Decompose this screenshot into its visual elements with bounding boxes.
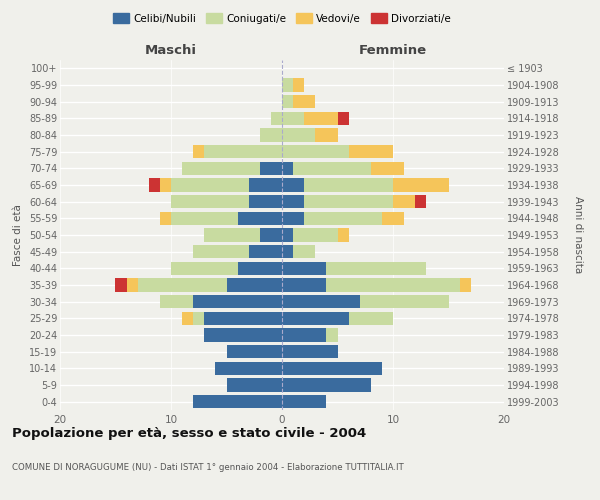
- Bar: [171, 262, 238, 275]
- Bar: [282, 195, 304, 208]
- Bar: [316, 128, 337, 141]
- Bar: [182, 162, 260, 175]
- Bar: [193, 395, 282, 408]
- Bar: [160, 178, 171, 192]
- Bar: [293, 95, 316, 108]
- Bar: [282, 395, 326, 408]
- Bar: [293, 78, 304, 92]
- Bar: [227, 278, 282, 291]
- Bar: [160, 212, 171, 225]
- Bar: [238, 262, 282, 275]
- Bar: [282, 145, 349, 158]
- Bar: [349, 312, 393, 325]
- Bar: [326, 262, 426, 275]
- Bar: [282, 378, 371, 392]
- Bar: [171, 212, 238, 225]
- Bar: [215, 362, 282, 375]
- Bar: [138, 278, 227, 291]
- Bar: [415, 195, 427, 208]
- Bar: [360, 295, 449, 308]
- Bar: [282, 328, 326, 342]
- Bar: [171, 178, 249, 192]
- Bar: [204, 312, 282, 325]
- Bar: [393, 195, 415, 208]
- Bar: [282, 128, 316, 141]
- Bar: [271, 112, 282, 125]
- Bar: [282, 345, 337, 358]
- Y-axis label: Fasce di età: Fasce di età: [13, 204, 23, 266]
- Bar: [282, 228, 293, 241]
- Y-axis label: Anni di nascita: Anni di nascita: [574, 196, 583, 274]
- Bar: [304, 178, 393, 192]
- Bar: [393, 178, 449, 192]
- Bar: [349, 145, 393, 158]
- Bar: [304, 195, 393, 208]
- Bar: [282, 262, 326, 275]
- Bar: [282, 362, 382, 375]
- Bar: [249, 245, 282, 258]
- Bar: [282, 178, 304, 192]
- Bar: [304, 112, 337, 125]
- Bar: [282, 278, 326, 291]
- Bar: [293, 228, 337, 241]
- Bar: [260, 162, 282, 175]
- Bar: [282, 245, 293, 258]
- Bar: [160, 295, 193, 308]
- Bar: [204, 145, 282, 158]
- Bar: [171, 195, 249, 208]
- Bar: [282, 295, 360, 308]
- Bar: [337, 112, 349, 125]
- Bar: [371, 162, 404, 175]
- Bar: [249, 195, 282, 208]
- Bar: [238, 212, 282, 225]
- Bar: [282, 112, 304, 125]
- Text: Popolazione per età, sesso e stato civile - 2004: Popolazione per età, sesso e stato civil…: [12, 428, 366, 440]
- Bar: [282, 95, 293, 108]
- Text: Femmine: Femmine: [359, 44, 427, 57]
- Bar: [127, 278, 138, 291]
- Bar: [293, 162, 371, 175]
- Bar: [260, 228, 282, 241]
- Bar: [282, 212, 304, 225]
- Bar: [204, 228, 260, 241]
- Text: COMUNE DI NORAGUGUME (NU) - Dati ISTAT 1° gennaio 2004 - Elaborazione TUTTITALIA: COMUNE DI NORAGUGUME (NU) - Dati ISTAT 1…: [12, 462, 404, 471]
- Bar: [382, 212, 404, 225]
- Bar: [193, 145, 204, 158]
- Bar: [182, 312, 193, 325]
- Bar: [293, 245, 316, 258]
- Bar: [193, 295, 282, 308]
- Bar: [115, 278, 127, 291]
- Bar: [282, 312, 349, 325]
- Bar: [282, 162, 293, 175]
- Bar: [337, 228, 349, 241]
- Bar: [282, 78, 293, 92]
- Bar: [149, 178, 160, 192]
- Bar: [304, 212, 382, 225]
- Bar: [193, 245, 249, 258]
- Legend: Celibi/Nubili, Coniugati/e, Vedovi/e, Divorziati/e: Celibi/Nubili, Coniugati/e, Vedovi/e, Di…: [110, 10, 454, 26]
- Bar: [227, 378, 282, 392]
- Bar: [326, 278, 460, 291]
- Bar: [193, 312, 204, 325]
- Text: Maschi: Maschi: [145, 44, 197, 57]
- Bar: [249, 178, 282, 192]
- Bar: [260, 128, 282, 141]
- Bar: [227, 345, 282, 358]
- Bar: [326, 328, 337, 342]
- Bar: [460, 278, 471, 291]
- Bar: [204, 328, 282, 342]
